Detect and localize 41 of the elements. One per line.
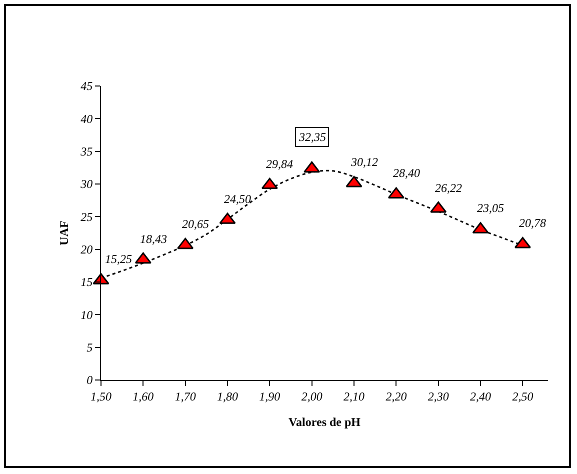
y-tick-label: 15 <box>80 275 93 290</box>
y-tick-label: 10 <box>80 308 93 322</box>
point <box>177 238 194 250</box>
y-tick-label: 30 <box>80 177 93 192</box>
x-axis-title: Valores de pH <box>288 415 362 429</box>
y-tick-label: 40 <box>80 112 93 126</box>
data-label: 30,12 <box>350 155 378 169</box>
point <box>134 252 152 264</box>
data-label: 15,25 <box>105 252 132 266</box>
data-label: 20,78 <box>519 216 546 230</box>
data-label: 32,35 <box>298 130 326 144</box>
x-tick-label: 2,50 <box>512 389 534 404</box>
data-label: 23,05 <box>477 201 504 215</box>
y-tick-label: 35 <box>80 144 93 159</box>
data-label: 18,43 <box>140 232 167 246</box>
point <box>261 178 278 190</box>
data-label: 24,50 <box>224 192 251 206</box>
y-axis-title: UAF <box>56 220 71 246</box>
y-tick-label: 5 <box>86 340 93 355</box>
y-tick-label: 45 <box>80 79 93 94</box>
x-tick-label: 2,30 <box>428 389 449 404</box>
point <box>346 176 362 188</box>
x-tick-label: 1,50 <box>90 389 112 404</box>
data-label: 29,84 <box>266 157 293 171</box>
x-tick-label: 1,70 <box>174 389 196 404</box>
x-tick-label: 2,40 <box>470 389 492 404</box>
x-tick-label: 2,20 <box>386 389 407 404</box>
x-tick-label: 2,10 <box>344 389 365 404</box>
point <box>304 161 320 173</box>
x-tick-label: 1,90 <box>259 389 280 404</box>
data-label: 20,65 <box>182 217 209 231</box>
x-tick-label: 1,80 <box>217 389 238 404</box>
y-tick-label: 0 <box>86 373 93 388</box>
y-tick-label: 25 <box>80 210 93 224</box>
x-tick-label: 1,60 <box>132 389 154 404</box>
y-tick-label: 20 <box>80 242 93 257</box>
point <box>430 201 447 213</box>
data-label: 28,40 <box>393 166 420 180</box>
point <box>514 236 531 248</box>
data-label: 26,22 <box>435 181 462 195</box>
x-tick-label: 2,00 <box>301 389 322 404</box>
